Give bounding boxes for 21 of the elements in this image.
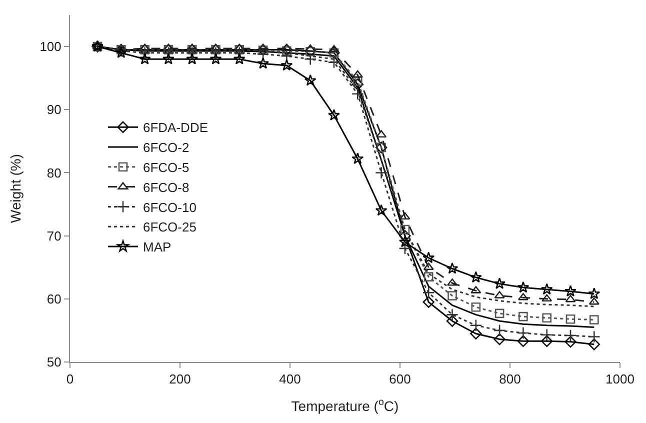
x-tick-label: 200 — [169, 372, 191, 387]
legend-label: 6FCO-2 — [143, 140, 190, 156]
legend-label: 6FDA-DDE — [143, 120, 208, 136]
y-tick-label: 50 — [46, 354, 62, 370]
legend-label: 6FCO-5 — [143, 160, 190, 175]
y-tick-label: 90 — [46, 102, 62, 118]
y-tick-label: 80 — [46, 165, 62, 180]
x-axis-title: Temperature ($^{o}$C) — [291, 397, 399, 414]
y-axis-title: Weight (%) — [7, 154, 24, 223]
x-tick-label: 400 — [279, 372, 301, 387]
y-tick-label: 100 — [40, 39, 62, 54]
x-tick-label: 600 — [389, 372, 411, 387]
legend-label: 6FCO-25 — [143, 220, 196, 235]
legend-label: MAP — [143, 240, 172, 255]
x-tick-label: 800 — [499, 372, 521, 387]
x-tick-label: 0 — [66, 372, 74, 387]
x-tick-label: 1000 — [606, 372, 634, 387]
y-tick-label: 60 — [46, 291, 62, 306]
y-tick-label: 70 — [46, 228, 62, 244]
legend-label: 6FCO-8 — [143, 180, 190, 195]
legend-label: 6FCO-10 — [143, 200, 196, 215]
